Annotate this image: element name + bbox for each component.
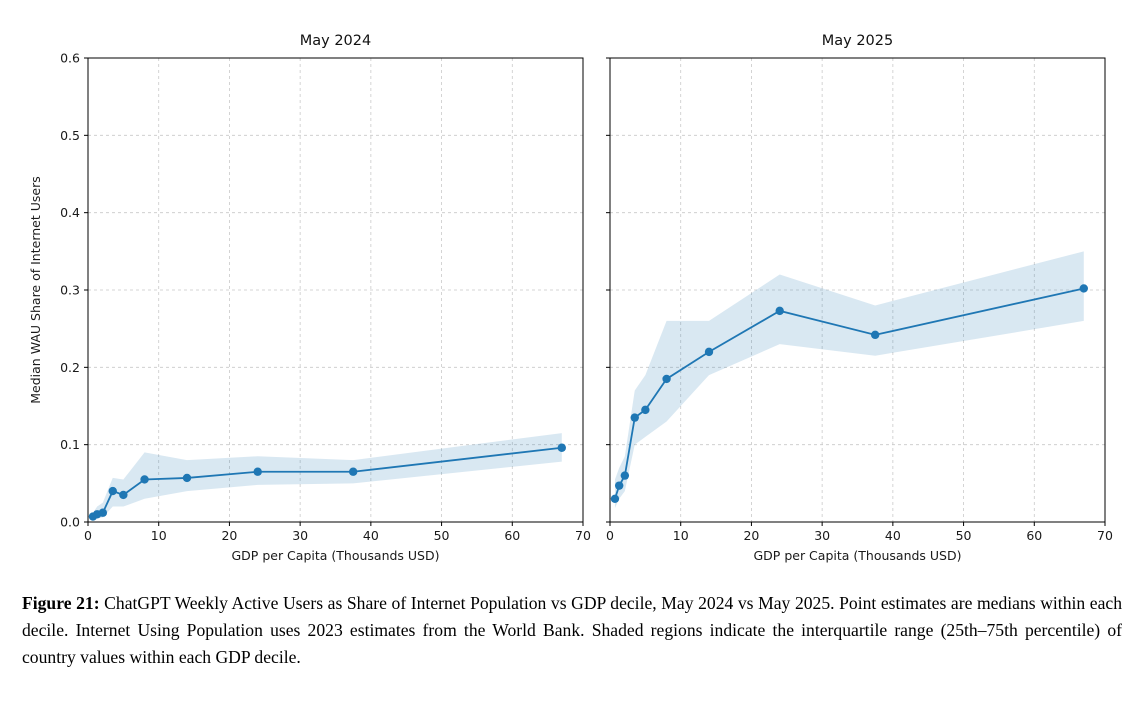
- data-point: [662, 374, 671, 384]
- data-point: [620, 471, 630, 480]
- x-axis-label: GDP per Capita (Thousands USD): [232, 548, 440, 563]
- data-point: [641, 405, 650, 415]
- y-tick-label: 0.2: [60, 360, 80, 375]
- data-point: [182, 473, 192, 483]
- data-point: [98, 508, 108, 517]
- x-axis-label: GDP per Capita (Thousands USD): [754, 548, 962, 563]
- subplot-may-2025: 0 10 20 30 40 50 60 70 May 2025 GDP per Capita (T…: [606, 33, 1113, 563]
- data-point: [119, 490, 128, 500]
- y-tick-label: 0.4: [60, 205, 80, 220]
- chart-title: May 2024: [300, 33, 372, 49]
- iqr-band: [92, 433, 562, 520]
- data-point: [630, 413, 639, 422]
- axis-ticks: [84, 57, 584, 526]
- data-point: [775, 306, 784, 316]
- figure-21: 0 10 20 30 40 50 60 70 0.0 0.1 0.2 0.3 0.4 0.5 0.6 May …: [22, 33, 1122, 671]
- data-point: [704, 347, 714, 357]
- y-tick-label: 0.1: [60, 437, 80, 452]
- y-tick-label: 0.6: [60, 51, 80, 66]
- iqr-band: [614, 251, 1084, 509]
- x-tick-label: 0: [606, 528, 614, 543]
- x-tick-label: 40: [363, 528, 379, 543]
- data-point: [253, 467, 262, 476]
- x-tick-label: 30: [814, 528, 830, 543]
- subplot-may-2024: 0 10 20 30 40 50 60 70 0.0 0.1 0.2 0.3 0.4 0.5 0.6 May …: [28, 33, 591, 563]
- chart-title: May 2025: [822, 33, 894, 49]
- x-tick-label: 50: [956, 528, 972, 543]
- x-tick-label: 60: [504, 528, 520, 543]
- data-point: [348, 467, 358, 476]
- data-point: [870, 330, 880, 340]
- tick-labels: 0 10 20 30 40 50 60 70 0.0 0.1 0.2 0.3 0.4 0.5 0.6: [60, 51, 591, 544]
- y-tick-label: 0.3: [60, 283, 80, 298]
- x-tick-label: 10: [151, 528, 167, 543]
- data-points: [88, 443, 566, 521]
- data-point: [610, 494, 620, 503]
- x-tick-label: 20: [221, 528, 237, 543]
- y-tick-label: 0.5: [60, 128, 80, 143]
- x-tick-label: 60: [1026, 528, 1042, 543]
- figure-caption: Figure 21: ChatGPT Weekly Active Users a…: [22, 590, 1122, 671]
- data-point: [108, 486, 117, 496]
- x-tick-label: 30: [292, 528, 308, 543]
- x-tick-label: 20: [743, 528, 759, 543]
- data-point: [140, 475, 149, 484]
- tick-labels: 0 10 20 30 40 50 60 70: [606, 528, 1113, 543]
- data-point: [614, 481, 624, 490]
- data-point: [1079, 284, 1088, 293]
- y-axis-label: Median WAU Share of Internet Users: [28, 176, 43, 403]
- axis-ticks: [606, 57, 1106, 526]
- x-tick-label: 40: [885, 528, 901, 543]
- data-point: [557, 443, 566, 452]
- x-tick-label: 70: [575, 528, 591, 543]
- figure-caption-label: Figure 21:: [22, 593, 100, 613]
- x-tick-label: 70: [1097, 528, 1113, 543]
- data-points: [610, 284, 1088, 503]
- x-tick-label: 50: [434, 528, 450, 543]
- wau-vs-gdp-charts: 0 10 20 30 40 50 60 70 0.0 0.1 0.2 0.3 0.4 0.5 0.6 May …: [28, 33, 1113, 563]
- median-line: [614, 287, 1084, 500]
- x-tick-label: 0: [84, 528, 92, 543]
- x-tick-label: 10: [673, 528, 689, 543]
- figure-caption-text: ChatGPT Weekly Active Users as Share of …: [22, 593, 1122, 667]
- y-tick-label: 0.0: [60, 515, 80, 530]
